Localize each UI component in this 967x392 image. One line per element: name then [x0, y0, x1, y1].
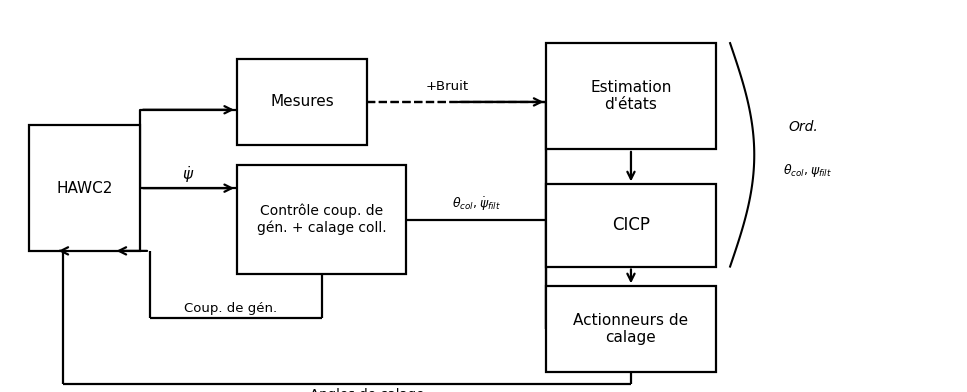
Text: Actionneurs de
calage: Actionneurs de calage	[573, 313, 689, 345]
FancyBboxPatch shape	[29, 125, 140, 251]
Text: Mesures: Mesures	[271, 94, 334, 109]
FancyBboxPatch shape	[237, 165, 406, 274]
Text: +Bruit: +Bruit	[425, 80, 469, 93]
Text: Coup. de gén.: Coup. de gén.	[185, 302, 278, 316]
FancyBboxPatch shape	[237, 59, 367, 145]
Text: $\theta_{col},\psi_{filt}$: $\theta_{col},\psi_{filt}$	[783, 162, 833, 179]
Text: Angles de calage: Angles de calage	[310, 388, 425, 392]
Text: Contrôle coup. de
gén. + calage coll.: Contrôle coup. de gén. + calage coll.	[256, 204, 387, 235]
FancyBboxPatch shape	[546, 184, 716, 267]
Text: $\dot{\psi}$: $\dot{\psi}$	[183, 164, 194, 185]
Text: Ord.: Ord.	[788, 120, 818, 134]
Text: Estimation
d'états: Estimation d'états	[590, 80, 672, 112]
Text: CICP: CICP	[612, 216, 650, 234]
FancyBboxPatch shape	[546, 286, 716, 372]
Text: $\theta_{col},\dot{\psi}_{filt}$: $\theta_{col},\dot{\psi}_{filt}$	[452, 195, 501, 212]
FancyBboxPatch shape	[546, 43, 716, 149]
Text: HAWC2: HAWC2	[56, 181, 113, 196]
